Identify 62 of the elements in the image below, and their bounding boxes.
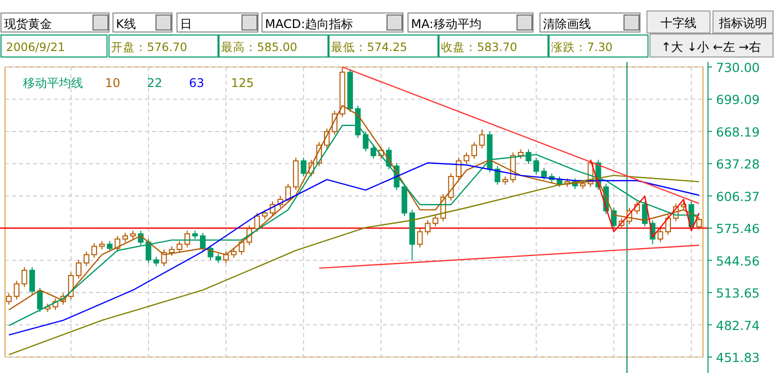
candlestick: [370, 144, 376, 160]
dropdown: K线: [112, 12, 172, 32]
candlestick: [91, 242, 98, 258]
candlestick: [22, 266, 28, 288]
candlestick: [215, 253, 222, 264]
candlestick: [417, 228, 423, 248]
title: 现货黄金: [0, 12, 110, 32]
candlestick: [518, 148, 524, 160]
candlestick: [176, 240, 182, 254]
candlestick: [665, 214, 671, 236]
y-tick-label: 730.00: [716, 60, 760, 75]
candlestick: [6, 292, 12, 306]
candlestick: [254, 212, 260, 232]
candlestick: [223, 251, 229, 264]
candlestick: [456, 157, 462, 180]
y-tick-label: 637.28: [716, 156, 760, 172]
y-tick-label: 451.83: [716, 350, 760, 365]
candlestick: [84, 251, 90, 267]
line-series: [8, 162, 700, 336]
toolbar: 现货黄金 K线 日 MACD:趋向指标 MA:移动平均 清除画线 十字线 指标说明 2006/9/21 开盘：576.70 最高：585.00 最低：574.25 收盘：583.70 涨跌：7.30 ↑大 ↓小 ←左 →右: [0, 10, 774, 58]
candlestick: [168, 246, 175, 256]
candlestick: [76, 259, 82, 280]
y-tick-label: 513.65: [716, 286, 760, 301]
candlestick: [541, 168, 547, 180]
candlestick: [122, 232, 128, 243]
y-tick-label: 575.46: [716, 221, 760, 236]
candlestick: [533, 157, 540, 175]
y-tick-label: 544.56: [716, 253, 760, 268]
candlestick: [238, 238, 244, 256]
candlestick: [106, 240, 113, 252]
candlestick: [448, 172, 454, 201]
candlestick: [161, 248, 167, 267]
legend: 移动平均线 10 22 63 125: [23, 76, 254, 90]
candlestick: [362, 131, 368, 152]
line-series: [8, 174, 700, 356]
candlestick: [262, 209, 268, 220]
candlestick: [471, 142, 478, 160]
candlestick: [14, 280, 20, 300]
candlestick: [424, 220, 431, 236]
candlestick: [153, 256, 160, 267]
candlestick: [230, 248, 237, 258]
y-tick-label: 482.74: [716, 318, 760, 333]
dropdown: MA:移动平均: [408, 12, 534, 32]
candlestick: [146, 238, 152, 264]
candlestick: [479, 129, 485, 149]
candlestick: [300, 157, 306, 177]
dropdown: 清除画线: [540, 12, 640, 32]
candlestick: [658, 228, 664, 243]
y-tick-label: 668.19: [716, 124, 760, 140]
candlestick: [526, 148, 532, 164]
chart-title: 现货黄金: [4, 17, 52, 31]
dropdown: 日: [176, 12, 258, 32]
candlestick: [29, 266, 35, 295]
dropdown: MACD:趋向指标: [262, 12, 404, 32]
y-tick-label: 606.37: [716, 188, 760, 204]
candlestick: [285, 183, 291, 204]
candlestick: [37, 288, 43, 312]
candlestick: [464, 152, 470, 164]
y-tick-label: 699.09: [716, 92, 760, 108]
candlestick: [494, 166, 500, 186]
candlestick: [114, 235, 120, 252]
candlestick: [432, 214, 438, 228]
